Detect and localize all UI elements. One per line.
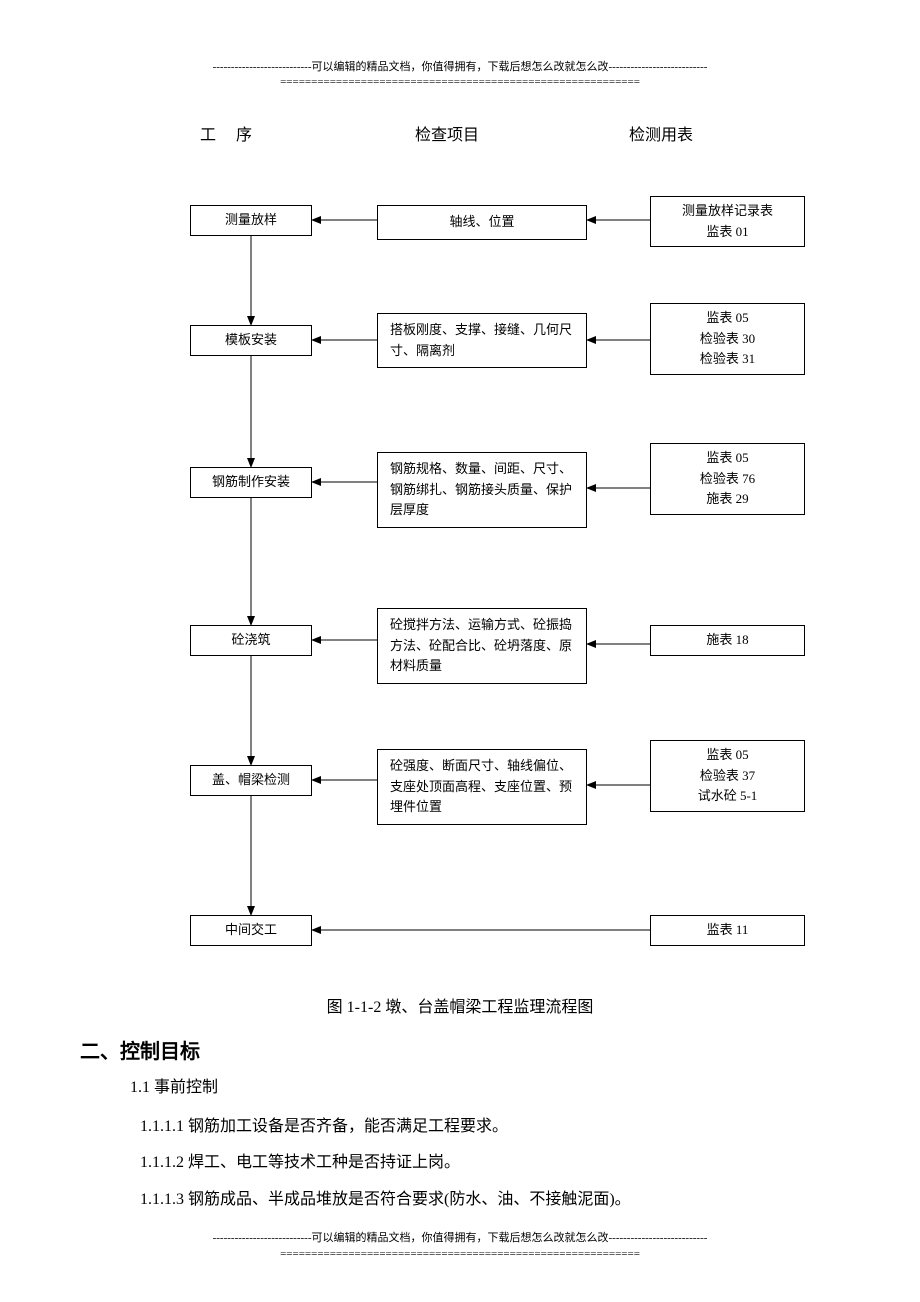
column-headers: 工 序 检查项目 检测用表 <box>90 121 830 145</box>
flowchart-box: 监表 05检验表 37试水砼 5-1 <box>650 740 805 812</box>
flowchart-box: 模板安装 <box>190 325 312 356</box>
col-header-process: 工 序 <box>200 121 260 145</box>
flowchart-box: 施表 18 <box>650 625 805 656</box>
flowchart-box: 监表 05检验表 76施表 29 <box>650 443 805 515</box>
flowchart-box: 轴线、位置 <box>377 205 587 240</box>
content-line-2: 1.1.1.2 焊工、电工等技术工种是否持证上岗。 <box>140 1149 830 1178</box>
content-line-3: 1.1.1.3 钢筋成品、半成品堆放是否符合要求(防水、油、不接触泥面)。 <box>140 1186 830 1215</box>
col-header-form: 检测用表 <box>629 121 693 145</box>
content-line-1: 1.1.1.1 钢筋加工设备是否齐备，能否满足工程要求。 <box>140 1113 830 1142</box>
section-title: 二、控制目标 <box>80 1035 830 1064</box>
flowchart-box: 钢筋制作安装 <box>190 467 312 498</box>
footer-text: ---------------------------可以编辑的精品文档，你值得… <box>213 1232 708 1244</box>
sub-section: 1.1 事前控制 <box>130 1074 830 1103</box>
flowchart-box: 砼强度、断面尺寸、轴线偏位、支座处顶面高程、支座位置、预埋件位置 <box>377 749 587 825</box>
figure-caption: 图 1-1-2 墩、台盖帽梁工程监理流程图 <box>90 993 830 1017</box>
footer-underline: ========================================… <box>280 1248 640 1260</box>
flowchart-box: 钢筋规格、数量、间距、尺寸、钢筋绑扎、钢筋接头质量、保护层厚度 <box>377 452 587 528</box>
flowchart-box: 砼搅拌方法、运输方式、砼振捣方法、砼配合比、砼坍落度、原材料质量 <box>377 608 587 684</box>
flowchart-box: 监表 11 <box>650 915 805 946</box>
flowchart-box: 监表 05检验表 30检验表 31 <box>650 303 805 375</box>
flowchart-diagram: 测量放样 轴线、位置 测量放样记录表监表 01 模板安装 搭板刚度、支撑、接缝、几何尺寸… <box>140 195 830 985</box>
flowchart-box: 砼浇筑 <box>190 625 312 656</box>
header-text-top: ---------------------------可以编辑的精品文档，你值得… <box>213 61 708 73</box>
header-underline-top: ========================================… <box>280 76 640 88</box>
flowchart-box: 测量放样记录表监表 01 <box>650 196 805 248</box>
flowchart-box: 测量放样 <box>190 205 312 236</box>
flowchart-box: 中间交工 <box>190 915 312 946</box>
col-header-check: 检查项目 <box>415 121 479 145</box>
flowchart-box: 盖、帽梁检测 <box>190 765 312 796</box>
header-watermark: ---------------------------可以编辑的精品文档，你值得… <box>90 60 830 91</box>
footer-watermark: ---------------------------可以编辑的精品文档，你值得… <box>90 1231 830 1262</box>
flowchart-box: 搭板刚度、支撑、接缝、几何尺寸、隔离剂 <box>377 313 587 369</box>
